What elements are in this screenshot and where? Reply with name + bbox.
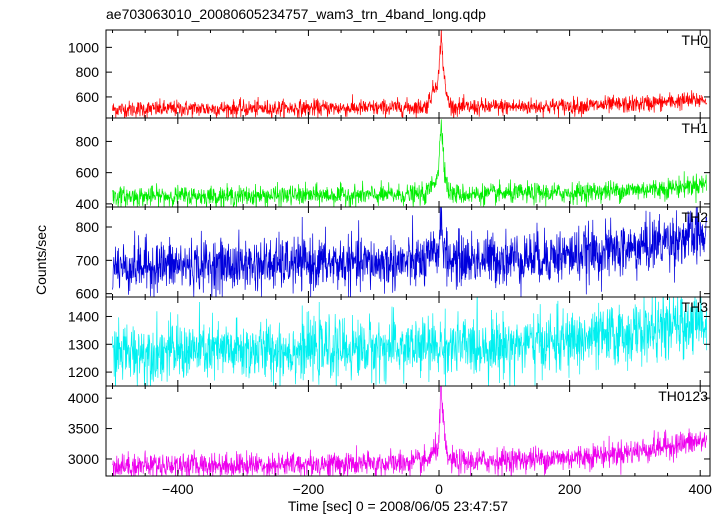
panel-th0123: 3000 3500 4000 TH0123: [68, 385, 711, 477]
panel-label: TH0: [682, 32, 709, 48]
chart-title: ae703063010_20080605234757_wam3_trn_4ban…: [106, 6, 486, 22]
panel-th0: 600 800 1000 TH0: [68, 29, 711, 119]
y-tick-label: 1000: [68, 39, 99, 55]
series-line-th3: [112, 297, 708, 386]
x-tick-label: 0: [435, 481, 443, 497]
y-tick-label: 800: [76, 64, 100, 80]
x-axis-label: Time [sec] 0 = 2008/06/05 23:47:57: [288, 498, 508, 514]
panel-frame: [105, 385, 711, 477]
panel-label: TH0123: [658, 388, 708, 404]
y-tick-label: 3000: [68, 451, 99, 467]
panel-label: TH1: [682, 120, 709, 136]
y-tick-label: 800: [76, 219, 100, 235]
panels: 600 800 1000 TH0 400 600 800 TH1 600 700 800 TH2 120…: [68, 29, 711, 477]
y-tick-label: 800: [76, 133, 100, 149]
y-tick-label: 600: [76, 165, 100, 181]
x-tick-label: −200: [293, 481, 325, 497]
panel-th1: 400 600 800 TH1: [76, 117, 711, 212]
series-line-th2: [112, 207, 708, 297]
x-tick-label: 200: [558, 481, 582, 497]
panel-th2: 600 700 800 TH2: [76, 206, 711, 302]
panel-label: TH2: [682, 209, 709, 225]
y-axis-label: Counts/sec: [33, 225, 49, 295]
series-line-th1: [112, 119, 708, 207]
panel-label: TH3: [682, 299, 709, 315]
y-tick-label: 1200: [68, 364, 99, 380]
y-tick-label: 1400: [68, 308, 99, 324]
series-line-th0123: [112, 386, 708, 476]
x-tick-labels: −400 −200 0 200 400: [162, 481, 712, 497]
y-tick-label: 600: [76, 286, 100, 302]
y-tick-label: 3500: [68, 421, 99, 437]
y-tick-label: 600: [76, 89, 100, 105]
x-tick-label: −400: [162, 481, 194, 497]
panel-th3: 1200 1300 1400 TH3: [68, 296, 711, 387]
y-tick-label: 700: [76, 252, 100, 268]
series-line-th0: [112, 30, 708, 118]
y-tick-label: 400: [76, 196, 100, 212]
y-tick-label: 4000: [68, 390, 99, 406]
x-tick-label: 400: [689, 481, 713, 497]
y-tick-label: 1300: [68, 336, 99, 352]
